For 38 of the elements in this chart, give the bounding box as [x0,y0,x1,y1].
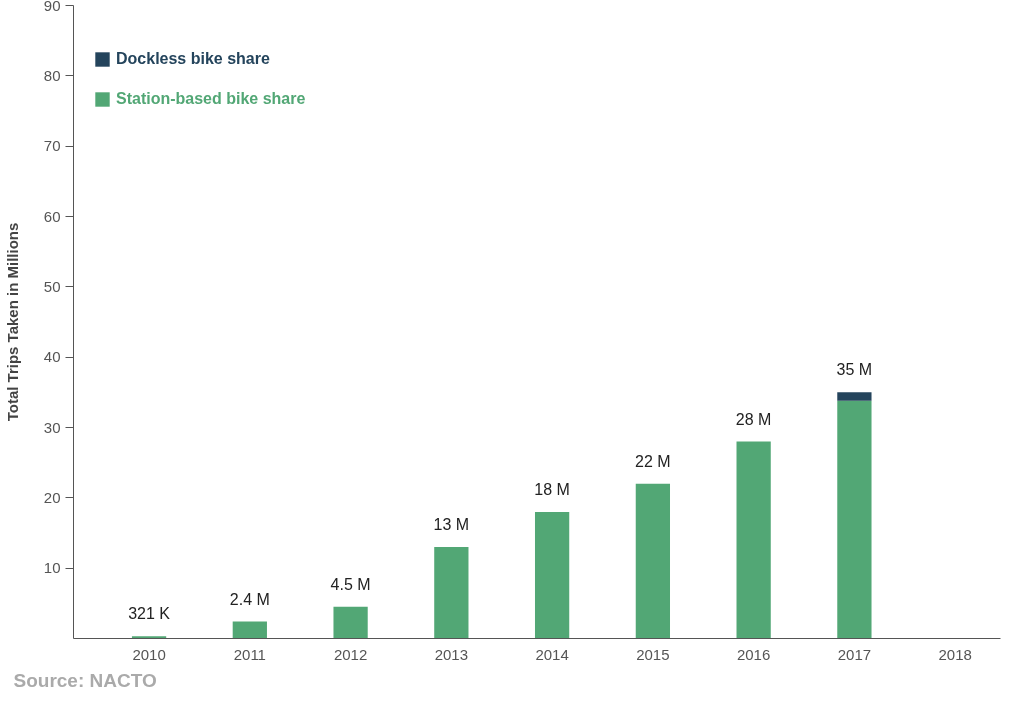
x-tick-label: 2018 [938,645,972,663]
total-label: 22 M [635,452,671,470]
bar [837,392,872,401]
y-tick-label: 20 [43,488,61,506]
bar [736,441,771,639]
bar [333,606,368,639]
total-label: 13 M [433,516,470,534]
bar [534,511,570,639]
total-label: 28 M [735,410,772,428]
total-label: 4.5 M [330,575,371,593]
legend-label: Dockless bike share [116,50,270,68]
total-label: 2.4 M [229,590,270,608]
total-label: 321 K [128,605,171,623]
y-tick-label: 10 [43,559,61,577]
y-tick-label: 30 [43,418,61,436]
y-tick-label: 80 [43,66,61,84]
y-tick-label: 90 [43,0,61,14]
bar [635,483,670,639]
x-tick-label: 2011 [233,645,266,663]
y-axis-title: Total Trips Taken in Millions [3,222,21,422]
x-tick-label: 2012 [333,645,368,663]
legend-label: Station-based bike share [116,90,306,108]
x-tick-label: 2013 [434,645,469,663]
x-tick-label: 2010 [132,645,166,663]
y-tick-label: 60 [43,207,61,225]
x-tick-label: 2017 [837,645,872,663]
source-note: Source: NACTO [13,669,157,691]
x-tick-label: 2016 [736,645,771,663]
x-tick-label: 2015 [636,645,670,663]
total-label: 18 M [534,480,570,498]
y-tick-label: 40 [43,348,61,366]
bar [232,621,267,639]
y-tick-label: 70 [43,137,61,155]
bar [837,400,872,639]
total-label: 35 M [836,361,873,379]
x-tick-label: 2014 [535,645,569,663]
y-tick-label: 50 [43,277,61,295]
bar [434,547,469,639]
